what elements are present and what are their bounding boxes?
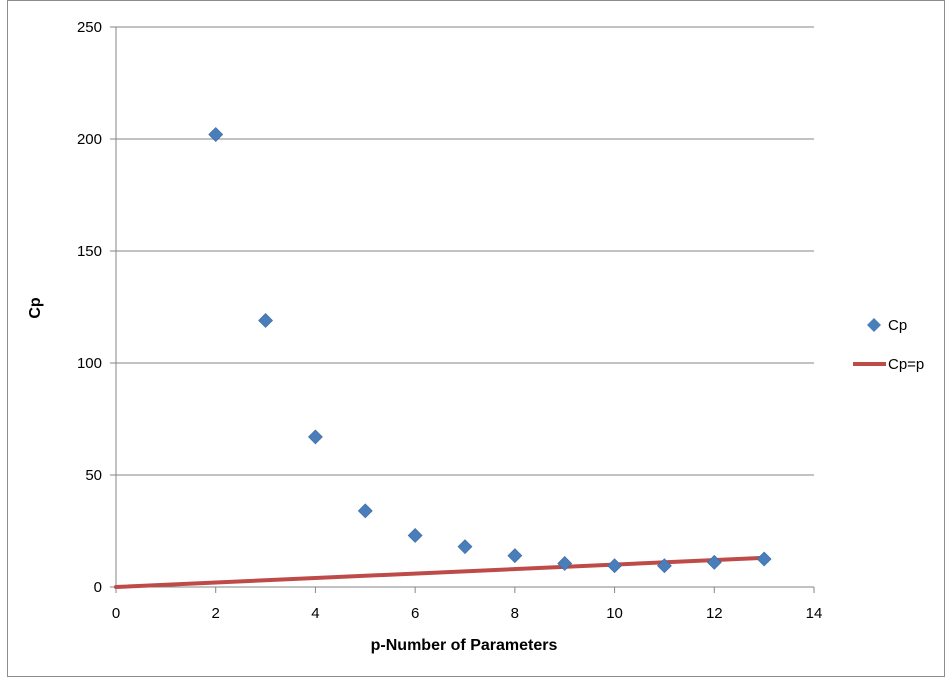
y-tick-label: 150 bbox=[77, 243, 102, 260]
y-tick-label: 100 bbox=[77, 355, 102, 372]
data-point-cp bbox=[357, 503, 373, 519]
chart-frame bbox=[7, 0, 945, 677]
data-point-cp bbox=[756, 551, 772, 567]
series-line-cp-eq-p bbox=[114, 555, 767, 589]
y-tick-label: 0 bbox=[94, 579, 102, 596]
x-tick-label: 14 bbox=[806, 605, 823, 622]
data-point-cp bbox=[507, 548, 523, 564]
data-point-cp bbox=[557, 556, 573, 571]
x-tick-label: 6 bbox=[411, 605, 419, 622]
data-point-cp bbox=[407, 528, 423, 543]
x-tick-label: 8 bbox=[511, 605, 519, 622]
y-tick-label: 250 bbox=[77, 19, 102, 36]
series-points bbox=[208, 127, 772, 574]
x-tick-label: 10 bbox=[606, 605, 623, 622]
data-point-cp bbox=[208, 127, 224, 142]
y-tick-labels: 0 50 100 150 200 250 bbox=[77, 19, 102, 596]
x-tick-label: 12 bbox=[706, 605, 723, 622]
x-tick-labels: 0 2 4 6 8 10 12 14 bbox=[112, 605, 823, 622]
x-tick-label: 4 bbox=[311, 605, 319, 622]
series-lines bbox=[114, 555, 767, 589]
data-point-cp bbox=[308, 429, 323, 445]
y-tick-label: 50 bbox=[85, 467, 102, 484]
x-tick-label: 2 bbox=[212, 605, 220, 622]
x-axis-title: p-Number of Parameters bbox=[371, 637, 558, 654]
gridlines bbox=[116, 26, 814, 476]
data-point-cp bbox=[607, 558, 622, 574]
legend-label-cp-eq-p: Cp=p bbox=[888, 356, 924, 373]
legend-marker-cp bbox=[867, 318, 881, 332]
y-axis-title: Cp bbox=[27, 297, 44, 319]
data-point-cp bbox=[457, 539, 473, 555]
data-point-cp bbox=[706, 554, 722, 570]
legend: Cp Cp=p bbox=[853, 317, 924, 373]
axes bbox=[110, 26, 815, 593]
y-tick-label: 200 bbox=[77, 131, 102, 148]
data-point-cp bbox=[657, 558, 672, 574]
x-tick-label: 0 bbox=[112, 605, 120, 622]
data-point-cp bbox=[258, 313, 273, 328]
legend-label-cp: Cp bbox=[888, 317, 907, 334]
